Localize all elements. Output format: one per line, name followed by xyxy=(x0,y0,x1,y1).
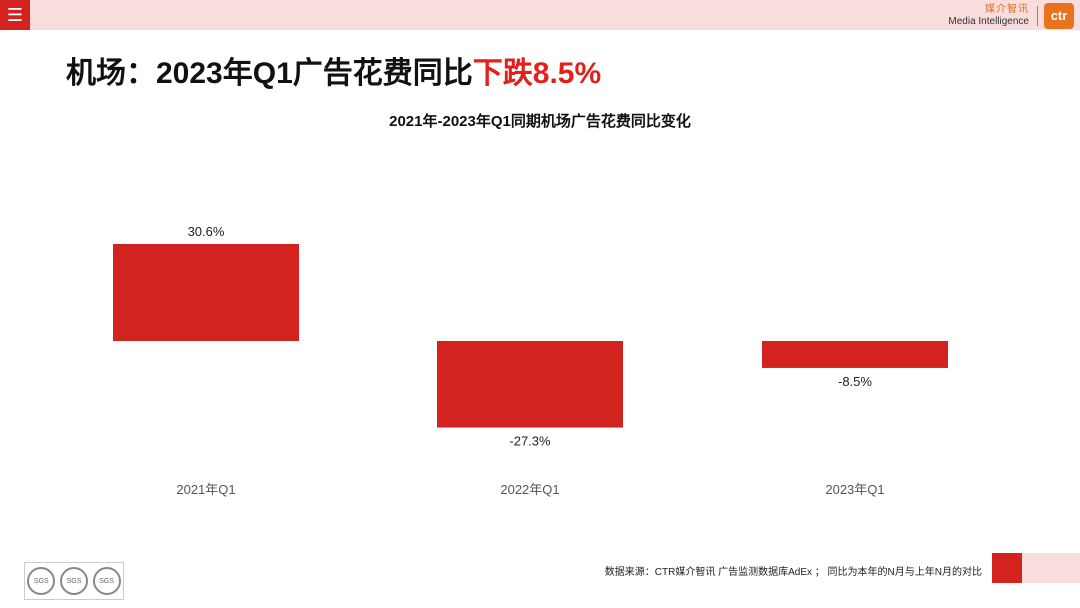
logo-badge: ctr xyxy=(1044,3,1074,29)
data-label-1: 30.6% xyxy=(188,224,225,239)
headline-prefix: 机场：2023年Q1广告花费同比 xyxy=(66,57,473,90)
category-label-3: 2023年Q1 xyxy=(825,482,884,497)
bar-1 xyxy=(113,244,299,341)
logo-en-text: Media Intelligence xyxy=(948,16,1029,27)
footer-accent-pink xyxy=(1022,553,1080,583)
data-source-note: 数据来源：CTR媒介智讯 广告监测数据库AdEx ； 同比为本年的N月与上年N月… xyxy=(604,567,982,578)
sgs-seal-icon: SGS xyxy=(59,567,88,595)
bar-2 xyxy=(437,341,623,428)
chart-title: 2021年-2023年Q1同期机场广告花费同比变化 xyxy=(389,113,691,130)
category-label-1: 2021年Q1 xyxy=(176,482,235,497)
sgs-seal-icon: SGS xyxy=(27,567,56,595)
logo-divider xyxy=(1037,6,1038,26)
data-label-2: -27.3% xyxy=(509,434,551,449)
footer-accent-red xyxy=(992,553,1022,583)
bar-3 xyxy=(762,341,948,368)
hamburger-menu-icon[interactable]: ☰ xyxy=(0,0,30,30)
headline-highlight: 下跌8.5% xyxy=(472,57,602,90)
ctr-logo: 媒介智讯 Media Intelligence ctr xyxy=(948,3,1074,29)
logo-cn-text: 媒介智讯 xyxy=(985,4,1029,15)
category-label-2: 2022年Q1 xyxy=(500,482,559,497)
certification-seals: SGS SGS SGS xyxy=(24,562,124,600)
page-headline: 机场：2023年Q1广告花费同比下跌8.5% xyxy=(66,48,601,92)
data-label-3: -8.5% xyxy=(838,374,872,389)
top-bar: ☰ 媒介智讯 Media Intelligence ctr xyxy=(0,0,1080,30)
sgs-seal-icon: SGS xyxy=(92,567,121,595)
